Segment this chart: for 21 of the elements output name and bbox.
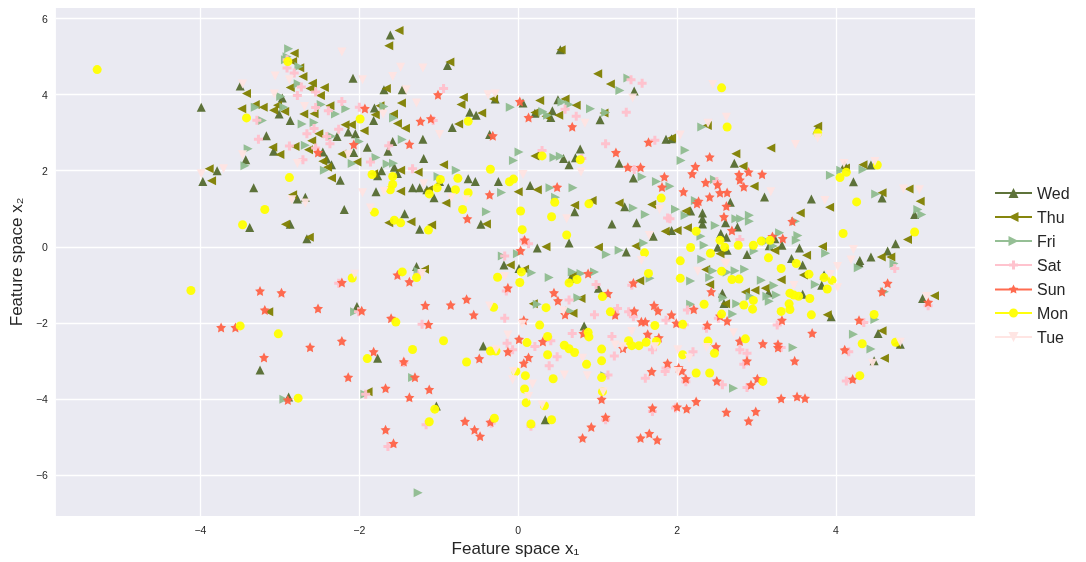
x-tick-label: −2 bbox=[353, 523, 366, 536]
legend-label: Mon bbox=[1037, 304, 1069, 322]
y-tick-label: 4 bbox=[42, 88, 49, 101]
y-tick-label: 2 bbox=[42, 164, 49, 177]
x-axis-title: Feature space x₁ bbox=[451, 539, 580, 558]
x-tick-label: −4 bbox=[194, 523, 207, 536]
legend-label: Tue bbox=[1037, 328, 1065, 346]
x-tick-label: 0 bbox=[515, 523, 522, 536]
y-axis-title: Feature space x₂ bbox=[7, 197, 26, 327]
y-tick-label: 0 bbox=[42, 240, 49, 253]
y-tick-label: −4 bbox=[35, 392, 49, 405]
y-tick-label: −2 bbox=[35, 316, 49, 329]
legend-label: Sat bbox=[1037, 256, 1062, 274]
legend-label: Sun bbox=[1037, 280, 1066, 298]
x-tick-label: 4 bbox=[833, 523, 840, 536]
y-tick-label: −6 bbox=[35, 468, 49, 481]
x-tick-label: 2 bbox=[674, 523, 681, 536]
legend-label: Fri bbox=[1037, 232, 1056, 250]
legend-label: Thu bbox=[1037, 208, 1065, 226]
legend-label: Wed bbox=[1037, 184, 1070, 202]
y-tick-label: 6 bbox=[42, 12, 49, 25]
